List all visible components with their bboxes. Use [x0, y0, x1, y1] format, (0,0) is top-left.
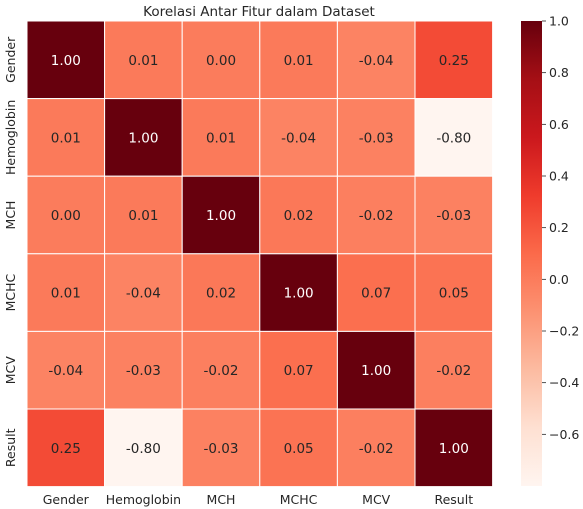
heatmap-cell — [414, 408, 494, 488]
cell-value-label: 1.00 — [206, 208, 236, 224]
heatmap-cell — [26, 408, 106, 488]
heatmap-cell — [336, 408, 416, 488]
heatmap-cell — [336, 330, 416, 410]
cell-value-label: 0.01 — [206, 130, 236, 146]
heatmap-cell — [181, 20, 261, 100]
heatmap-cell — [259, 98, 338, 177]
heatmap-cell — [414, 98, 494, 177]
heatmap-cells — [26, 20, 494, 488]
heatmap-cell — [26, 20, 106, 100]
heatmap-cell — [104, 98, 183, 177]
x-tick-label: MCV — [362, 492, 391, 507]
cell-value-label: -0.03 — [436, 208, 471, 224]
heatmap-cell — [181, 253, 261, 332]
cell-value-label: 1.00 — [439, 441, 469, 457]
heatmap-cell — [259, 408, 338, 488]
cell-value-label: 1.00 — [128, 130, 158, 146]
cell-value-label: -0.80 — [436, 130, 471, 146]
colorbar-tick-label: −0.4 — [549, 375, 579, 390]
cell-value-label: 0.02 — [284, 208, 314, 224]
heatmap-cell — [414, 253, 494, 332]
cell-value-label: -0.03 — [359, 130, 394, 146]
heatmap-cell — [181, 330, 261, 410]
cell-value-label: 0.01 — [51, 130, 81, 146]
colorbar-tick-label: −0.6 — [549, 427, 579, 442]
cell-value-label: 1.00 — [361, 363, 391, 379]
cell-value-label: 0.01 — [128, 53, 158, 69]
heatmap-cell — [259, 175, 338, 255]
x-tick-label: Result — [434, 492, 473, 507]
cell-value-label: 0.05 — [284, 441, 314, 457]
cell-value-label: 0.01 — [284, 53, 314, 69]
heatmap-cell — [336, 175, 416, 255]
x-tick-label: MCHC — [280, 492, 318, 507]
cell-value-label: -0.03 — [204, 441, 239, 457]
heatmap-cell — [104, 253, 183, 332]
cell-value-label: -0.04 — [359, 53, 394, 69]
cell-value-label: 0.07 — [284, 363, 314, 379]
heatmap-cell-labels: 1.00 0.01 0.00 0.01 -0.04 0.25 0.01 1.00 0.01 -0.… — [48, 53, 471, 457]
heatmap-cell — [259, 20, 338, 100]
y-tick-label: MCHC — [3, 274, 18, 312]
colorbar-tick-label: 0.6 — [549, 117, 569, 132]
cell-value-label: 0.07 — [361, 286, 391, 302]
cell-value-label: 0.25 — [439, 53, 469, 69]
heatmap-cell — [414, 20, 494, 100]
y-tick-label: Hemoglobin — [3, 100, 18, 175]
colorbar-tick-label: 0.0 — [549, 272, 569, 287]
cell-value-label: -0.02 — [359, 208, 394, 224]
colorbar-tick-label: 0.2 — [549, 220, 569, 235]
y-tick-label: MCH — [3, 201, 18, 230]
colorbar-tick-label: 0.4 — [549, 169, 569, 184]
heatmap-cell — [104, 175, 183, 255]
chart-title: Korelasi Antar Fitur dalam Dataset — [143, 4, 375, 20]
y-tick-label: MCV — [3, 356, 18, 385]
heatmap-cell — [414, 330, 494, 410]
cell-value-label: -0.03 — [126, 363, 161, 379]
cell-value-label: 1.00 — [51, 53, 81, 69]
cell-value-label: -0.02 — [359, 441, 394, 457]
cell-value-label: 0.00 — [51, 208, 81, 224]
cell-value-label: 1.00 — [284, 286, 314, 302]
cell-value-label: -0.02 — [204, 363, 239, 379]
cell-value-label: 0.00 — [206, 53, 236, 69]
heatmap-cell — [26, 330, 106, 410]
cell-value-label: 0.25 — [51, 441, 81, 457]
cell-value-label: 0.01 — [128, 208, 158, 224]
heatmap-cell — [104, 20, 183, 100]
cell-value-label: -0.80 — [126, 441, 161, 457]
cell-value-label: 0.01 — [51, 286, 81, 302]
heatmap-cell — [26, 253, 106, 332]
x-tick-label: MCH — [207, 492, 236, 507]
heatmap-cell — [414, 175, 494, 255]
cell-value-label: 0.05 — [439, 286, 469, 302]
x-tick-label: Hemoglobin — [106, 492, 181, 507]
heatmap-cell — [259, 253, 338, 332]
heatmap-cell — [336, 253, 416, 332]
colorbar-gradient — [521, 21, 542, 486]
x-tick-label: Gender — [43, 492, 90, 507]
cell-value-label: -0.04 — [48, 363, 83, 379]
y-tick-label: Gender — [3, 36, 18, 83]
y-tick-label: Result — [3, 428, 18, 467]
colorbar-tick-label: 1.0 — [549, 14, 569, 29]
cell-value-label: 0.02 — [206, 286, 236, 302]
x-axis-tick-labels: Gender Hemoglobin MCH MCHC MCV Result — [43, 492, 473, 507]
colorbar-tick-label: −0.2 — [549, 324, 579, 339]
colorbar: 1.0 0.8 0.6 0.4 0.2 0.0 −0.2 −0.4 −0.6 — [521, 14, 579, 486]
cell-value-label: -0.02 — [436, 363, 471, 379]
colorbar-tick-label: 0.8 — [549, 65, 569, 80]
cell-value-label: -0.04 — [281, 130, 316, 146]
heatmap-cell — [259, 330, 338, 410]
heatmap-cell — [336, 20, 416, 100]
colorbar-ticks: 1.0 0.8 0.6 0.4 0.2 0.0 −0.2 −0.4 −0.6 — [542, 14, 579, 442]
cell-value-label: -0.04 — [126, 286, 161, 302]
heatmap-cell — [26, 175, 106, 255]
y-axis-tick-labels: Gender Hemoglobin MCH MCHC MCV Result — [3, 36, 18, 467]
